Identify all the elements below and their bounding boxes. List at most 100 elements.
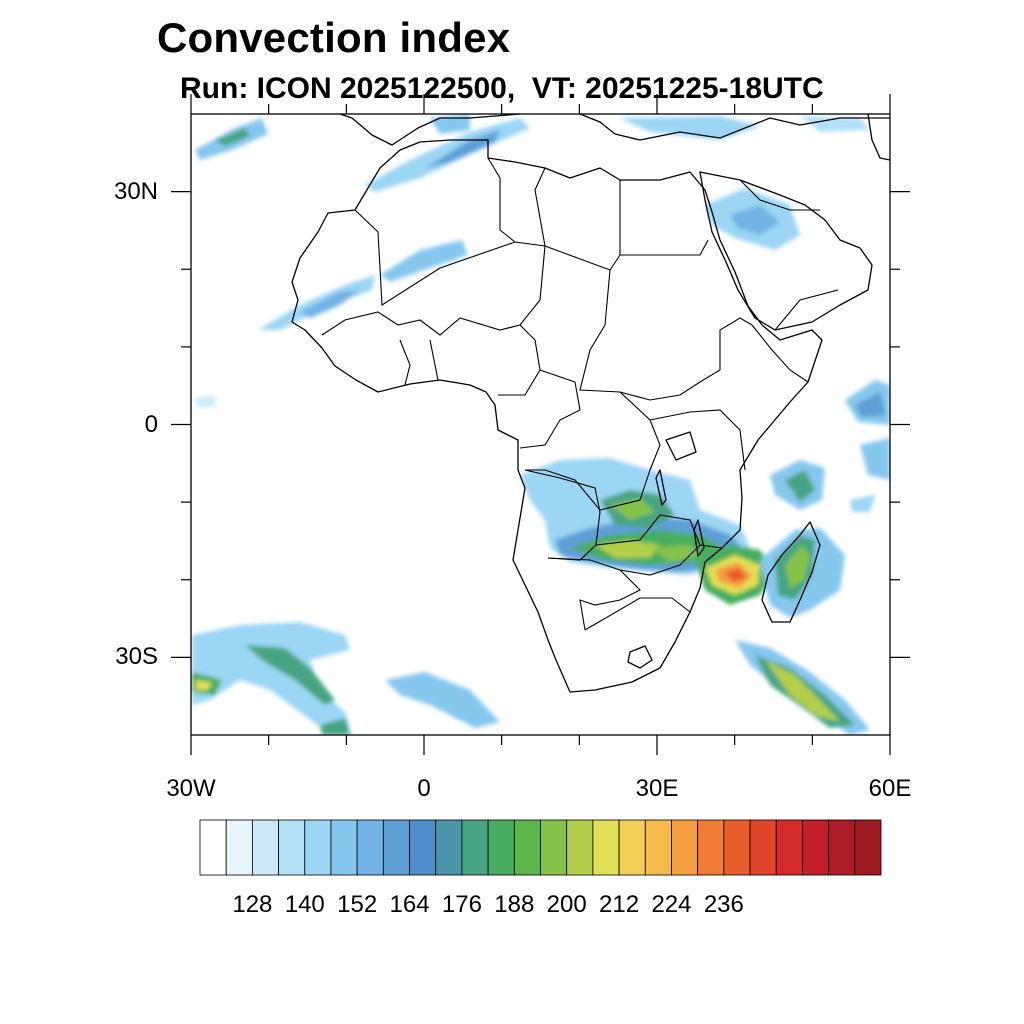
colorbar-swatch [618, 819, 646, 876]
country-border [399, 339, 411, 386]
colorbar-swatch [697, 819, 725, 876]
colorbar [199, 819, 882, 876]
colorbar-swatch [225, 819, 253, 876]
longitude-label: 30E [635, 775, 679, 802]
colorbar-label: 200 [547, 891, 587, 918]
field-south-atlantic [192, 622, 352, 735]
field-sahara [380, 240, 468, 282]
field-mediterranean [215, 128, 250, 146]
lesotho-outline [627, 645, 653, 669]
colorbar-swatch [592, 819, 620, 876]
country-border [579, 269, 753, 401]
africa-coastline [291, 139, 823, 693]
europe-coastline [339, 114, 521, 146]
colorbar-label: 236 [704, 891, 744, 918]
colorbar-swatch [304, 819, 332, 876]
field-indian-ocean [855, 392, 886, 417]
colorbar-label: 140 [285, 891, 325, 918]
field-mediterranean [620, 116, 760, 140]
colorbar-swatch [435, 819, 463, 876]
colorbar-labels: 128 140 152 164 176 188 200 212 224 236 [232, 891, 744, 918]
colorbar-swatch [644, 819, 672, 876]
country-borders [321, 157, 839, 631]
field-sw-indian-ocean [765, 660, 840, 722]
country-border [354, 209, 709, 306]
colorbar-swatch [671, 819, 699, 876]
axis-ticks [171, 94, 910, 755]
country-border [429, 339, 439, 381]
colorbar-label: 188 [494, 891, 534, 918]
longitude-label: 0 [417, 775, 431, 802]
colorbar-swatch [828, 819, 856, 876]
colorbar-swatch [330, 819, 358, 876]
field-southern-africa [595, 540, 660, 558]
colorbar-swatch [540, 819, 568, 876]
longitude-label: 30W [166, 775, 216, 802]
map-subtitle: Run: ICON 2025122500, VT: 20251225-18UTC [180, 72, 824, 105]
latitude-label: 30S [115, 643, 158, 671]
field-mediterranean [800, 116, 870, 132]
caspian-coastline [867, 114, 890, 161]
convection-field [192, 114, 890, 735]
colorbar-label: 152 [337, 891, 377, 918]
field-arabia [730, 205, 780, 235]
madagascar-coastline [761, 521, 821, 623]
colorbar-swatch [723, 819, 751, 876]
field-southern-africa [610, 498, 655, 520]
field-mediterranean [430, 114, 470, 134]
latitude-label: 0 [144, 410, 158, 438]
field-indian-ocean [850, 495, 875, 512]
field-south-atlantic [320, 718, 350, 735]
colorbar-swatch [199, 819, 227, 876]
field-sahara [195, 395, 215, 407]
colorbar-swatch [382, 819, 410, 876]
country-border [584, 597, 691, 631]
lake-tanganyika [655, 469, 667, 506]
colorbar-swatch [356, 819, 384, 876]
country-border [739, 179, 820, 211]
field-sahara [300, 290, 360, 318]
country-border [525, 391, 661, 511]
country-border [595, 514, 701, 576]
colorbar-swatch [461, 819, 489, 876]
country-border [649, 409, 746, 471]
field-indian-ocean [860, 438, 890, 480]
country-border [321, 245, 546, 336]
lake-victoria [665, 431, 697, 461]
longitude-label: 60E [868, 775, 912, 802]
colorbar-label: 176 [442, 891, 482, 918]
colorbar-label: 212 [599, 891, 639, 918]
field-madagascar [785, 545, 810, 588]
colorbar-swatch [566, 819, 594, 876]
field-indian-ocean [785, 470, 815, 502]
colorbar-label: 164 [390, 891, 430, 918]
colorbar-swatch [802, 819, 830, 876]
colorbar-label: 128 [232, 891, 272, 918]
field-mozambique-channel [725, 568, 746, 582]
country-border [751, 324, 809, 383]
country-border [519, 369, 581, 449]
colorbar-swatch [775, 819, 803, 876]
colorbar-label: 224 [651, 891, 691, 918]
field-south-atlantic [196, 680, 212, 690]
colorbar-swatch [409, 819, 437, 876]
latitude-label: 30N [113, 177, 158, 205]
country-border [534, 167, 546, 247]
colorbar-swatch [749, 819, 777, 876]
field-south-atlantic [385, 672, 500, 728]
field-south-atlantic [245, 645, 335, 705]
country-border [498, 324, 541, 396]
country-border [487, 157, 516, 243]
colorbar-swatch [251, 819, 279, 876]
colorbar-swatch [487, 819, 515, 876]
country-border [699, 544, 723, 549]
colorbar-swatch [278, 819, 306, 876]
field-sahara [258, 275, 375, 330]
colorbar-swatch [513, 819, 541, 876]
colorbar-swatch [854, 819, 882, 876]
country-border [774, 289, 839, 331]
europe-coastline [579, 114, 890, 141]
coastlines [291, 114, 890, 693]
country-border [547, 557, 641, 631]
